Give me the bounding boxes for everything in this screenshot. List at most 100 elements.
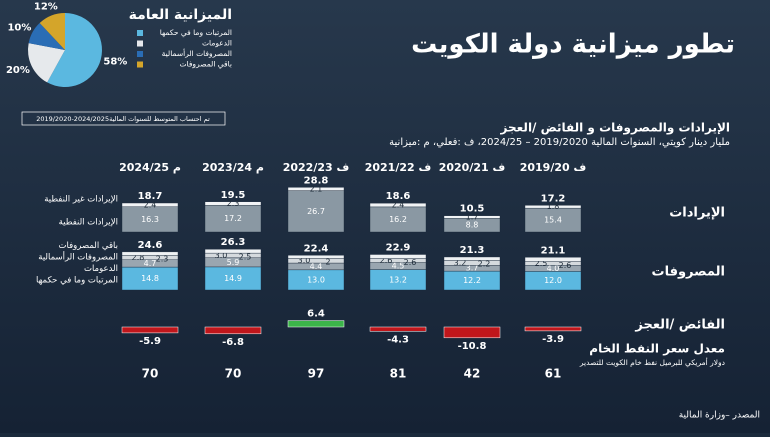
bar [443, 326, 501, 339]
segment-label: 3.0 [298, 256, 311, 265]
legend-label: المرتبات وما في حكمها [160, 28, 232, 37]
pie-note: 2019/2020-2024/2025تم احتساب المتوسط للس… [36, 115, 210, 123]
row-label: معدل سعر النفط الخام [589, 342, 725, 357]
bar-segment [121, 202, 179, 207]
segment-label: 2.8 [132, 253, 145, 262]
chart-subtitle: مليار دينار كويتي، السنوات المالية 2019/… [389, 137, 730, 148]
legend-label: المصروفات الرأسمالية [162, 48, 232, 58]
segment-label: 4.7 [144, 259, 157, 268]
legend-swatch [137, 30, 143, 36]
segment-label: 16.2 [389, 215, 407, 224]
bar-segment [287, 258, 345, 264]
bar [287, 320, 345, 328]
cell-value: 42 [464, 367, 481, 381]
year-label: 2020/21 ف [439, 161, 506, 174]
bar-segment [369, 206, 427, 233]
bar-segment [443, 256, 501, 261]
segment-label: 8.8 [466, 221, 479, 230]
bar-segment [369, 258, 427, 263]
cell-value: 97 [308, 367, 325, 381]
segment-label: 3.2 [454, 258, 467, 267]
segment-label: 5.9 [227, 258, 240, 267]
legend-label: باقي المصروفات [59, 241, 119, 251]
bar-label: -10.8 [458, 341, 487, 352]
year-label: 2021/22 ف [365, 161, 432, 174]
total-label: 26.3 [221, 237, 246, 248]
total-label: 28.8 [304, 175, 329, 186]
cell-value: 70 [225, 367, 242, 381]
row-label: المصروفات [652, 265, 726, 280]
segment-label: 2.6 [559, 261, 572, 270]
legend-label: المصروفات الرأسمالية [38, 251, 118, 263]
bar [369, 326, 427, 332]
segment-label: 2.3 [156, 255, 169, 264]
row-label: الفائض /العجز [634, 318, 725, 333]
legend-swatch [137, 40, 143, 47]
segment-label: 2.3 [227, 199, 240, 208]
bar-label: -5.9 [139, 336, 161, 347]
bar-label: -3.9 [542, 334, 564, 345]
year-label: 2022/23 ف [283, 161, 350, 174]
bar [121, 326, 179, 334]
total-label: 22.9 [386, 243, 411, 254]
segment-label: 2.5 [535, 259, 548, 268]
total-label: 19.5 [221, 190, 246, 201]
cell-value: 61 [545, 367, 562, 381]
pie-slice [39, 13, 65, 50]
pie-slice [47, 13, 103, 87]
cell-value: 81 [390, 367, 407, 381]
total-label: 21.1 [541, 245, 566, 256]
bar-segment [204, 201, 262, 206]
segment-label: 4.4 [310, 262, 323, 271]
segment-label: 2.6 [380, 256, 393, 265]
segment-label: 3.0 [215, 251, 228, 260]
bar-segment [204, 205, 262, 233]
segment-label: 13.0 [307, 275, 325, 284]
note-box [21, 111, 226, 126]
legend-swatch [137, 61, 143, 68]
bar-segment [287, 255, 345, 259]
segment-label: 26.7 [307, 207, 325, 216]
segment-label: 2.1 [310, 184, 323, 193]
pie-label: 10% [7, 22, 31, 33]
pie-slice [28, 43, 65, 83]
bar-segment [369, 202, 427, 208]
total-label: 18.7 [138, 191, 163, 202]
total-label: 18.6 [386, 191, 411, 202]
segment-label: 1.7 [466, 213, 479, 222]
total-label: 10.5 [460, 204, 485, 215]
total-label: 24.6 [138, 240, 163, 251]
segment-label: 16.3 [141, 215, 159, 224]
segment-label: 17.2 [224, 214, 242, 223]
legend-swatch [137, 51, 143, 57]
segment-label: 15.4 [544, 216, 562, 225]
segment-label: 1.8 [547, 202, 560, 211]
segment-label: 2.6 [404, 258, 417, 267]
pie-title: الميزانية العامة [129, 7, 232, 23]
bar-segment [204, 252, 262, 258]
bar-label: 6.4 [307, 309, 325, 320]
chart-title: الإيرادات والمصروفات و الفائض /العجز [500, 121, 730, 136]
segment-label: 13.2 [389, 275, 407, 284]
segment-label: 2.4 [144, 200, 157, 209]
total-label: 17.2 [541, 193, 566, 204]
year-label: 2019/20 ف [520, 161, 587, 174]
bar [524, 326, 582, 332]
cell-value: 70 [142, 367, 159, 381]
bar-segment [369, 254, 427, 259]
segment-label: 4.0 [547, 264, 560, 273]
year-label: 2024/25 م [119, 161, 181, 174]
row-note: دولار أمريكي للبرميل نفط خام الكويت للتص… [579, 357, 725, 367]
segment-label: 3.7 [466, 264, 479, 273]
bar-label: -4.3 [387, 334, 409, 345]
segment-label: 14.8 [141, 274, 159, 283]
legend-label: المرتبات وما في حكمها [36, 276, 118, 286]
segment-label: 2 [325, 257, 330, 266]
pie-label: 58% [103, 57, 127, 68]
bar-segment [524, 257, 582, 262]
bar-segment [443, 260, 501, 266]
legend-label: باقي المصروفات [180, 60, 233, 69]
pie-slice [28, 23, 65, 50]
segment-label: 2.4 [392, 201, 405, 210]
